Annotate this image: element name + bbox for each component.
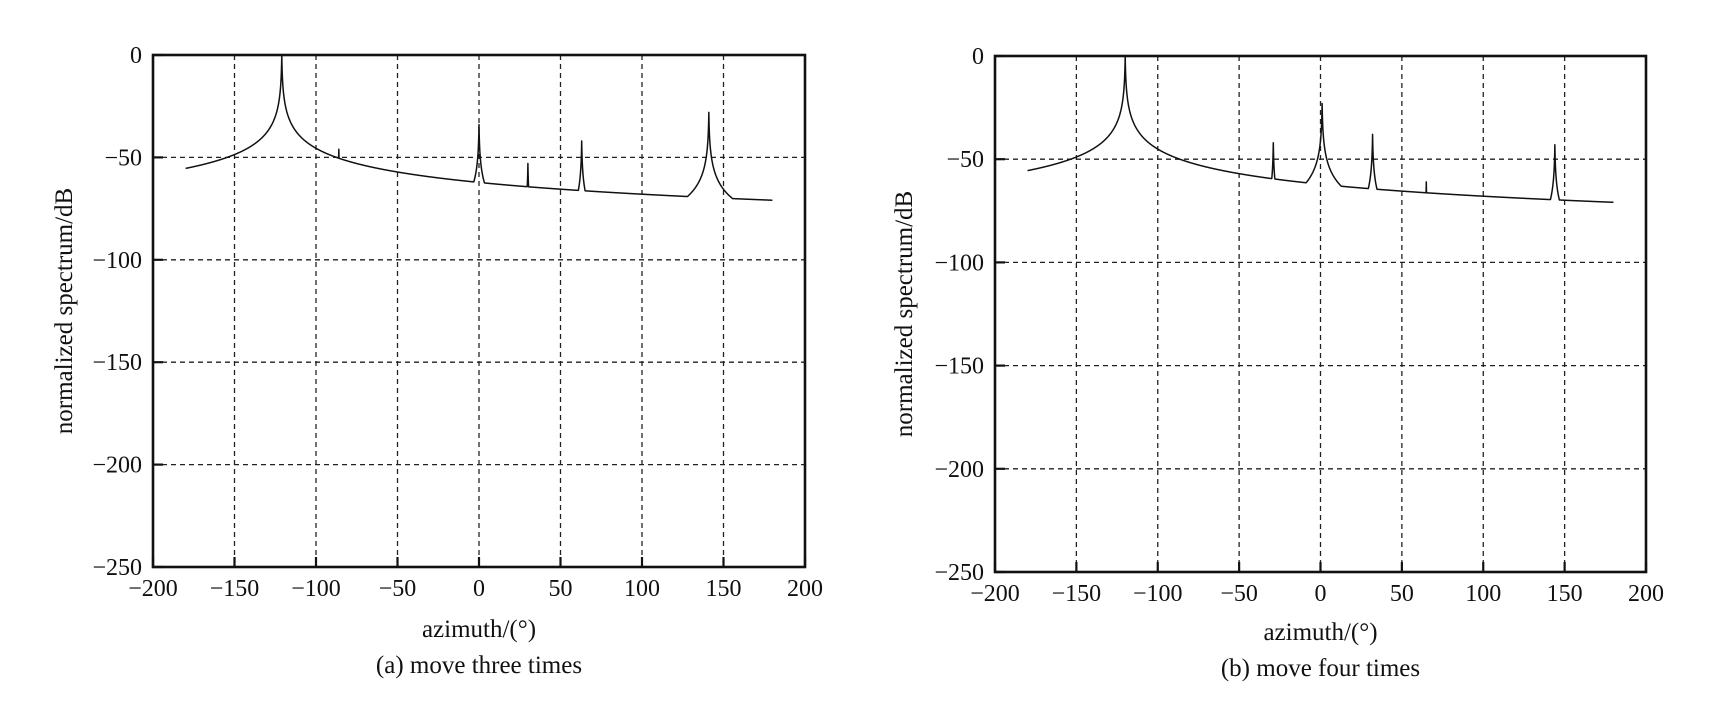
x-tick-label: 200 <box>1628 581 1664 607</box>
x-tick-label: −200 <box>128 576 178 602</box>
x-tick-label: −150 <box>210 576 260 602</box>
x-tick-label: −150 <box>1052 581 1102 607</box>
y-tick-label: 0 <box>130 43 142 69</box>
y-tick-label: −100 <box>934 250 984 276</box>
x-tick-label: 100 <box>624 576 660 602</box>
x-tick-label: 150 <box>1547 581 1583 607</box>
y-tick-label: −250 <box>934 560 984 586</box>
x-tick-label: 50 <box>549 576 573 602</box>
y-tick-label: −200 <box>92 453 142 479</box>
y-tick-label: −50 <box>104 145 142 171</box>
y-tick-label: −50 <box>946 147 984 173</box>
x-tick-label: 50 <box>1390 581 1414 607</box>
x-tick-label: 0 <box>1315 581 1327 607</box>
chart-panel-b: −200 −150 −100 −50 0 50 100 150 200 0 −50 −100 −150 −… <box>891 44 1664 682</box>
chart-caption: (a) move three times <box>376 652 582 679</box>
y-tick-label: −250 <box>92 555 142 581</box>
x-tick-label: −50 <box>379 576 417 602</box>
y-axis-label: normalized spectrum/dB <box>51 188 78 434</box>
y-tick-label: −150 <box>934 354 984 380</box>
x-tick-label: 0 <box>473 576 485 602</box>
plot-frame <box>151 53 807 569</box>
y-tick-label: −150 <box>92 350 142 376</box>
x-tick-label: 150 <box>706 576 742 602</box>
x-axis-label: azimuth/(°) <box>422 616 536 643</box>
y-tick-label: −100 <box>92 248 142 274</box>
y-tick-label: −200 <box>934 457 984 483</box>
plot-frame <box>993 54 1648 574</box>
spectrum-series-line <box>185 54 773 201</box>
x-tick-label: −50 <box>1220 581 1258 607</box>
x-tick-label: −200 <box>970 581 1020 607</box>
y-axis-label: normalized spectrum/dB <box>891 191 918 437</box>
chart-caption: (b) move four times <box>1221 655 1420 682</box>
x-tick-label: −100 <box>291 576 341 602</box>
x-tick-label: 100 <box>1465 581 1501 607</box>
chart-panel-a: −200 −150 −100 −50 0 50 100 150 200 0 −50 −100 −150 −… <box>51 43 823 679</box>
x-tick-label: 200 <box>787 576 823 602</box>
y-tick-label: 0 <box>972 44 984 70</box>
x-axis-label: azimuth/(°) <box>1263 619 1377 646</box>
x-tick-label: −100 <box>1133 581 1183 607</box>
